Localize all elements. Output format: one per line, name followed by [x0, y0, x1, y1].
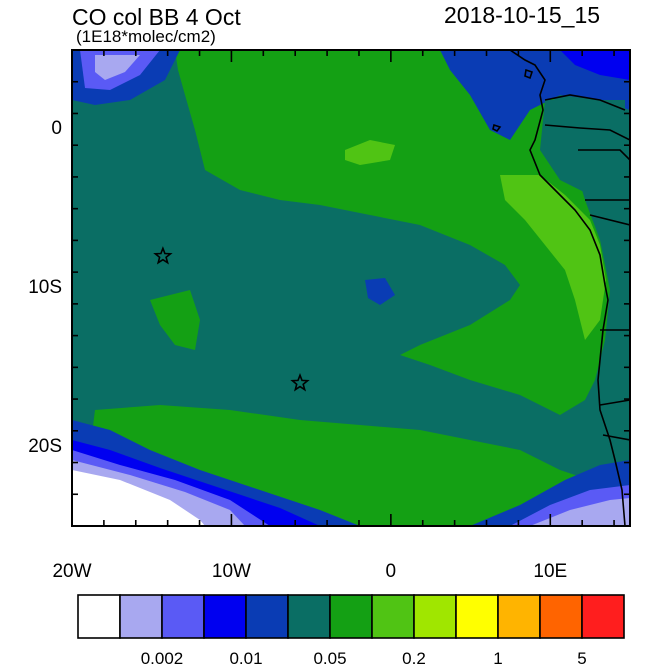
field-blue-patch: [365, 278, 395, 305]
lat-label: 0: [51, 118, 62, 140]
map-plot: [71, 49, 631, 527]
colorbar-box: [287, 594, 331, 639]
lon-label: 10E: [533, 561, 568, 582]
field-blue-ne2: [560, 50, 630, 80]
field-lavender-se: [530, 498, 630, 526]
lon-label: 0: [385, 561, 397, 582]
colorbar-box: [539, 594, 583, 639]
field-lavender-nw: [95, 55, 140, 80]
coastline: [492, 50, 630, 526]
colorbar-label: 0.01: [229, 649, 263, 668]
colorbar-box: [161, 594, 205, 639]
field-teal-land: [540, 100, 625, 195]
lon-label: 10W: [211, 561, 251, 582]
field-blue-ne: [440, 50, 630, 140]
star-marker-2: [290, 372, 310, 392]
map-title: CO col BB 4 Oct: [72, 4, 241, 30]
colorbar-box: [497, 594, 541, 639]
field-white-sw: [72, 470, 205, 526]
field-green-north: [175, 50, 610, 415]
axis-ticks: [71, 49, 630, 527]
colorbar-box: [455, 594, 499, 639]
map-timestamp: 2018-10-15_15: [444, 2, 601, 28]
colorbar-box: [119, 594, 163, 639]
colorbar-label: 5: [577, 649, 587, 668]
lon-label: 20W: [52, 561, 92, 582]
map-field: [72, 50, 630, 526]
lat-label: 10S: [28, 277, 62, 298]
field-lightgreen-patch: [345, 140, 395, 165]
colorbar-box: [77, 594, 121, 639]
map-units: (1E18*molec/cm2): [76, 27, 216, 46]
colorbar-box: [203, 594, 247, 639]
colorbar-label: 0.05: [313, 649, 347, 668]
colorbar-label: 0.2: [402, 649, 426, 668]
colorbar-label: 0.002: [140, 649, 184, 668]
field-green-streak: [150, 290, 200, 350]
colorbar-box: [581, 594, 625, 639]
star-marker-1: [153, 246, 173, 265]
map-frame: [71, 49, 631, 527]
colorbar-box: [329, 594, 373, 639]
colorbar-box: [413, 594, 457, 639]
lat-label: 20S: [28, 435, 62, 457]
colorbar-box: [245, 594, 289, 639]
colorbar-box: [371, 594, 415, 639]
colorbar-label: 1: [493, 649, 503, 668]
